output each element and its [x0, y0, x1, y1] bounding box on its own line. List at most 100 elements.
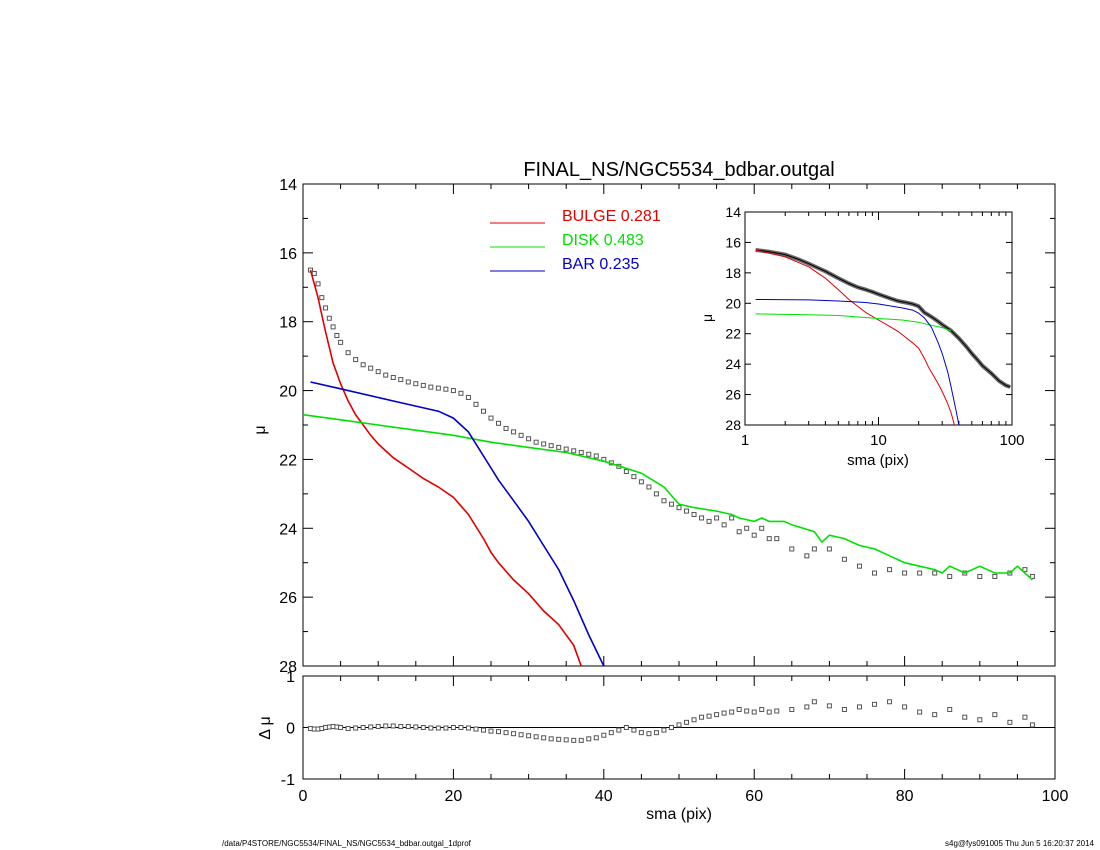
data-point — [450, 388, 456, 394]
data-point — [488, 415, 494, 421]
residual-xtick-label: 20 — [445, 788, 463, 805]
data-point — [563, 446, 569, 452]
inset-series-bar — [755, 299, 960, 425]
main-data-points — [308, 267, 1035, 579]
inset-series-bulge — [755, 249, 955, 425]
residual-point — [766, 709, 772, 715]
residual-point — [428, 725, 434, 731]
residual-point — [420, 725, 426, 730]
data-point — [774, 536, 780, 542]
data-point — [556, 444, 562, 450]
inset-xtick-label: 100 — [999, 432, 1024, 449]
data-point — [744, 525, 750, 531]
residual-xtick-label: 100 — [1042, 788, 1069, 805]
residual-point — [458, 725, 464, 730]
residual-point — [496, 729, 502, 735]
data-point — [684, 508, 690, 514]
residual-point — [375, 723, 381, 729]
data-point — [661, 498, 667, 504]
data-point — [676, 505, 682, 511]
residual-point — [353, 725, 359, 731]
residual-point — [1022, 714, 1028, 720]
residual-point — [789, 706, 795, 712]
data-point — [1022, 567, 1028, 573]
residual-point — [503, 730, 509, 736]
main-ytick-label: 18 — [279, 315, 297, 332]
data-point — [368, 365, 374, 371]
residual-point — [608, 730, 614, 736]
residual-point — [548, 736, 554, 742]
main-ytick-label: 20 — [279, 384, 297, 401]
data-point — [383, 372, 389, 378]
residual-point — [631, 727, 637, 733]
residual-point — [856, 704, 862, 710]
residual-point — [563, 737, 569, 743]
residual-point — [616, 727, 622, 733]
residual-point — [601, 732, 607, 738]
residual-point — [962, 714, 968, 720]
residual-point — [872, 701, 878, 707]
residual-point — [465, 725, 471, 731]
data-point — [646, 484, 652, 490]
main-series-group — [303, 269, 1033, 666]
residual-xtick-label: 80 — [896, 788, 914, 805]
legend-label-bulge: BULGE 0.281 — [562, 208, 661, 225]
data-point — [390, 374, 396, 380]
data-point — [826, 546, 832, 552]
main-panel: 14 16 18 20 22 24 26 28 μ BULGE 0.281 DISK 0.483 BA… — [252, 177, 1056, 676]
data-point — [473, 401, 479, 407]
footer-user-date: s4g@fys091005 Thu Jun 5 16:20:37 2014 — [945, 839, 1094, 848]
residual-point — [826, 703, 832, 709]
data-point — [653, 491, 659, 497]
residual-point — [435, 725, 441, 731]
inset-ylabel: μ — [699, 314, 715, 322]
inset-ytick-label: 20 — [725, 295, 741, 311]
residual-xlabel: sma (pix) — [646, 806, 712, 823]
data-point — [811, 546, 817, 552]
data-point — [330, 324, 336, 330]
residual-point — [1029, 722, 1035, 728]
data-point — [804, 553, 810, 559]
data-point — [751, 532, 757, 538]
data-point — [992, 573, 998, 579]
residual-point — [390, 723, 396, 729]
inset-panel: 14 16 18 20 22 24 26 281 10 100 sma (pix) μ — [699, 204, 1025, 469]
data-point — [856, 563, 862, 569]
residual-point — [413, 724, 419, 730]
main-ytick-label: 22 — [279, 452, 297, 469]
legend-label-disk: DISK 0.483 — [562, 232, 644, 249]
data-point — [571, 448, 577, 454]
residual-point — [541, 735, 547, 741]
data-point — [977, 573, 983, 579]
residual-point — [736, 706, 742, 712]
residual-point — [480, 727, 486, 733]
residual-point — [759, 706, 765, 712]
inset-xlabel: sma (pix) — [847, 452, 909, 469]
residual-point — [398, 723, 404, 729]
data-point — [706, 518, 712, 524]
residual-point — [684, 719, 690, 725]
residual-point — [992, 712, 998, 718]
residual-point — [676, 722, 682, 728]
data-point — [503, 425, 509, 431]
data-point — [511, 429, 517, 435]
data-point — [334, 332, 340, 338]
data-point — [872, 570, 878, 576]
data-point — [428, 384, 434, 390]
inset-ytick-label: 26 — [725, 387, 741, 403]
residual-point — [811, 699, 817, 705]
data-point — [398, 377, 404, 383]
residual-point — [1007, 719, 1013, 725]
data-point — [623, 468, 629, 474]
data-point — [947, 573, 953, 579]
data-point — [887, 567, 893, 573]
residual-point — [691, 717, 697, 723]
data-point — [729, 515, 735, 521]
main-ytick-label: 16 — [279, 246, 297, 263]
residual-point — [774, 708, 780, 714]
inset-ytick-label: 14 — [725, 204, 741, 220]
residual-point — [646, 731, 652, 737]
residual-point — [556, 736, 562, 742]
